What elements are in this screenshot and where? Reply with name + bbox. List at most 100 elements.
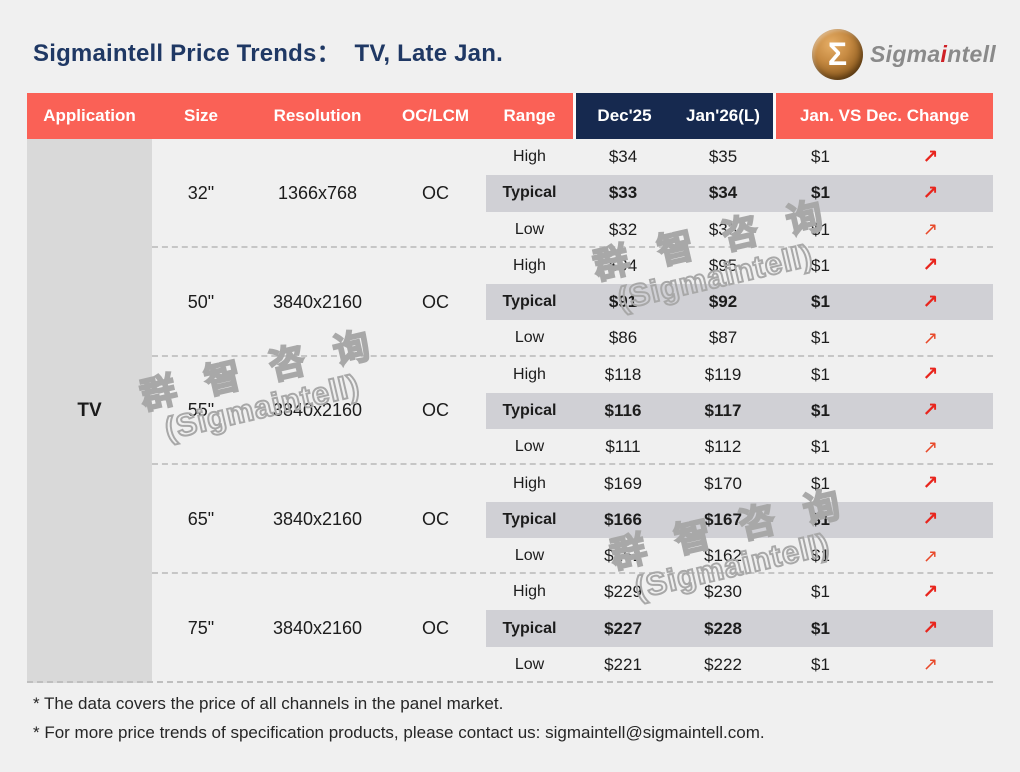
price-row: Typical $166 $167 $1 ↗ — [486, 501, 993, 538]
jan26-value: $162 — [704, 546, 742, 566]
change-arrow-cell: ↗ — [868, 437, 993, 458]
logo-wordmark-accent: i — [940, 41, 948, 67]
dec25-value: $229 — [604, 582, 642, 602]
dec25-value: $118 — [604, 364, 642, 384]
change-arrow-cell: ↗ — [868, 146, 993, 169]
dec25-value: $221 — [604, 654, 642, 674]
size-cell: 75" — [187, 618, 215, 639]
trend-up-icon: ↗ — [922, 618, 939, 640]
dec25-value: $116 — [604, 400, 642, 420]
range-label: High — [513, 583, 546, 601]
size-group: 65" 3840x2160 OC High $169 $170 $1 ↗ Typical $166… — [152, 465, 993, 575]
change-arrow-cell: ↗ — [868, 291, 993, 314]
range-label: Typical — [502, 184, 557, 202]
page-title: Sigmaintell Price Trends： TV, Late Jan. — [33, 40, 503, 67]
range-label: Typical — [502, 401, 557, 419]
price-row: Low $32 $33 $1 ↗ — [486, 212, 993, 248]
change-arrow-cell: ↗ — [868, 363, 993, 386]
resolution-cell: 3840x2160 — [272, 509, 363, 530]
jan26-value: $222 — [704, 654, 742, 674]
table-header-row: Application Size Resolution OC/LCM Range… — [27, 93, 993, 139]
trend-up-icon: ↗ — [922, 219, 939, 240]
trend-up-icon: ↗ — [922, 255, 939, 277]
trend-up-icon: ↗ — [922, 545, 939, 566]
change-arrow-cell: ↗ — [868, 472, 993, 495]
change-arrow-cell: ↗ — [868, 546, 993, 567]
group-separator — [152, 572, 993, 575]
price-row: High $169 $170 $1 ↗ — [486, 465, 993, 501]
col-header-oc-lcm: OC/LCM — [385, 93, 486, 139]
jan26-value: $95 — [708, 255, 738, 275]
trend-up-icon: ↗ — [922, 473, 939, 495]
trend-up-icon: ↗ — [922, 182, 939, 204]
price-row: High $118 $119 $1 ↗ — [486, 357, 993, 393]
size-group: 75" 3840x2160 OC High $229 $230 $1 ↗ Typical $227… — [152, 574, 993, 683]
change-arrow-cell: ↗ — [868, 654, 993, 675]
size-group: 55" 3840x2160 OC High $118 $119 $1 ↗ Typical $116… — [152, 357, 993, 466]
change-value: $1 — [811, 582, 830, 602]
trend-up-icon: ↗ — [922, 436, 939, 457]
range-label: Typical — [502, 293, 557, 311]
change-arrow-cell: ↗ — [868, 581, 993, 604]
trend-up-icon: ↗ — [922, 654, 939, 675]
change-value: $1 — [811, 509, 830, 529]
change-arrow-cell: ↗ — [868, 182, 993, 205]
logo-wordmark: Sigmaintell — [870, 41, 996, 68]
jan26-value: $35 — [708, 147, 738, 167]
oc-lcm-cell: OC — [422, 400, 449, 421]
range-label: High — [513, 474, 546, 492]
size-cell: 55" — [187, 400, 215, 421]
price-row: High $229 $230 $1 ↗ — [486, 574, 993, 610]
range-label: High — [513, 256, 546, 274]
oc-lcm-cell: OC — [422, 509, 449, 530]
col-header-jan26: Jan'26(L) — [673, 93, 773, 139]
change-value: $1 — [811, 183, 830, 203]
resolution-cell: 3840x2160 — [272, 400, 363, 421]
price-row: Low $111 $112 $1 ↗ — [486, 429, 993, 465]
price-row: Typical $227 $228 $1 ↗ — [486, 610, 993, 647]
dec25-value: $111 — [605, 437, 641, 457]
change-value: $1 — [811, 328, 830, 348]
price-table: Application Size Resolution OC/LCM Range… — [27, 93, 993, 683]
col-header-dec25: Dec'25 — [573, 93, 673, 139]
dec25-value: $169 — [604, 473, 642, 493]
sigmaintell-logo: Σ Sigmaintell — [811, 29, 996, 80]
dec25-value: $34 — [608, 147, 638, 167]
size-cell: 65" — [187, 509, 215, 530]
price-row: Low $161 $162 $1 ↗ — [486, 538, 993, 574]
change-value: $1 — [811, 654, 830, 674]
dec25-value: $227 — [604, 618, 642, 638]
jan26-value: $119 — [704, 364, 742, 384]
footnote-line: * For more price trends of specification… — [33, 723, 765, 742]
change-value: $1 — [811, 364, 830, 384]
range-label: Low — [514, 220, 545, 238]
oc-lcm-cell: OC — [422, 291, 449, 312]
dec25-value: $166 — [604, 509, 642, 529]
sigma-glyph: Σ — [827, 35, 848, 72]
logo-wordmark-post: ntell — [947, 41, 996, 67]
col-header-size: Size — [152, 93, 250, 139]
footnote-line: * The data covers the price of all chann… — [33, 694, 504, 713]
price-row: High $34 $35 $1 ↗ — [486, 139, 993, 175]
change-arrow-cell: ↗ — [868, 508, 993, 531]
dec25-value: $94 — [608, 255, 638, 275]
range-label: Typical — [502, 510, 557, 528]
col-header-resolution: Resolution — [250, 93, 385, 139]
jan26-value: $170 — [704, 473, 742, 493]
footnotes: * The data covers the price of all chann… — [33, 689, 765, 747]
trend-up-icon: ↗ — [922, 146, 939, 168]
dec25-value: $86 — [608, 328, 638, 348]
change-value: $1 — [811, 147, 830, 167]
change-value: $1 — [811, 400, 830, 420]
range-label: Low — [514, 438, 545, 456]
size-cell: 50" — [187, 291, 215, 312]
jan26-value: $33 — [708, 219, 738, 239]
range-label: Low — [514, 329, 545, 347]
trend-up-icon: ↗ — [922, 400, 939, 422]
size-group: 32" 1366x768 OC High $34 $35 $1 ↗ Typical $33 $34 $… — [152, 139, 993, 248]
col-header-application: Application — [27, 93, 152, 139]
jan26-value: $87 — [708, 328, 738, 348]
sigma-orb-icon: Σ — [811, 29, 863, 80]
change-value: $1 — [811, 219, 830, 239]
